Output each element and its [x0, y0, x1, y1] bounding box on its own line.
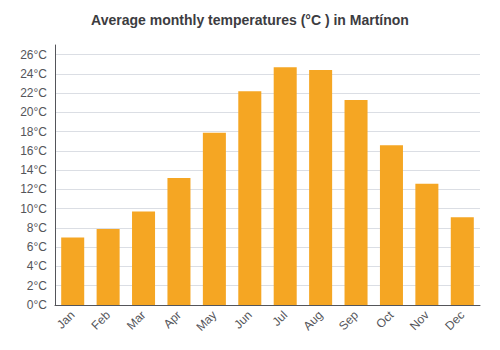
svg-text:Aug: Aug: [301, 308, 326, 333]
svg-text:2°C: 2°C: [27, 279, 47, 293]
svg-text:Oct: Oct: [373, 308, 397, 332]
svg-text:20°C: 20°C: [20, 105, 47, 119]
svg-text:Jan: Jan: [54, 308, 78, 332]
svg-text:16°C: 16°C: [20, 144, 47, 158]
svg-text:24°C: 24°C: [20, 67, 47, 81]
svg-text:Nov: Nov: [407, 308, 432, 333]
svg-text:Mar: Mar: [124, 308, 149, 332]
svg-text:Sep: Sep: [336, 308, 361, 333]
svg-text:10°C: 10°C: [20, 202, 47, 216]
svg-text:Feb: Feb: [89, 308, 114, 333]
svg-text:Jul: Jul: [269, 308, 290, 329]
svg-text:0°C: 0°C: [27, 298, 47, 312]
svg-text:6°C: 6°C: [27, 240, 47, 254]
svg-text:Apr: Apr: [161, 308, 184, 331]
svg-text:18°C: 18°C: [20, 125, 47, 139]
svg-text:8°C: 8°C: [27, 221, 47, 235]
svg-text:4°C: 4°C: [27, 259, 47, 273]
svg-text:Jun: Jun: [231, 308, 255, 332]
svg-text:12°C: 12°C: [20, 182, 47, 196]
svg-text:26°C: 26°C: [20, 48, 47, 62]
svg-text:May: May: [193, 308, 219, 334]
svg-text:Dec: Dec: [442, 308, 467, 333]
svg-text:22°C: 22°C: [20, 86, 47, 100]
svg-text:Average monthly temperatures (: Average monthly temperatures (°C ) in Ma…: [91, 12, 409, 28]
svg-text:14°C: 14°C: [20, 163, 47, 177]
